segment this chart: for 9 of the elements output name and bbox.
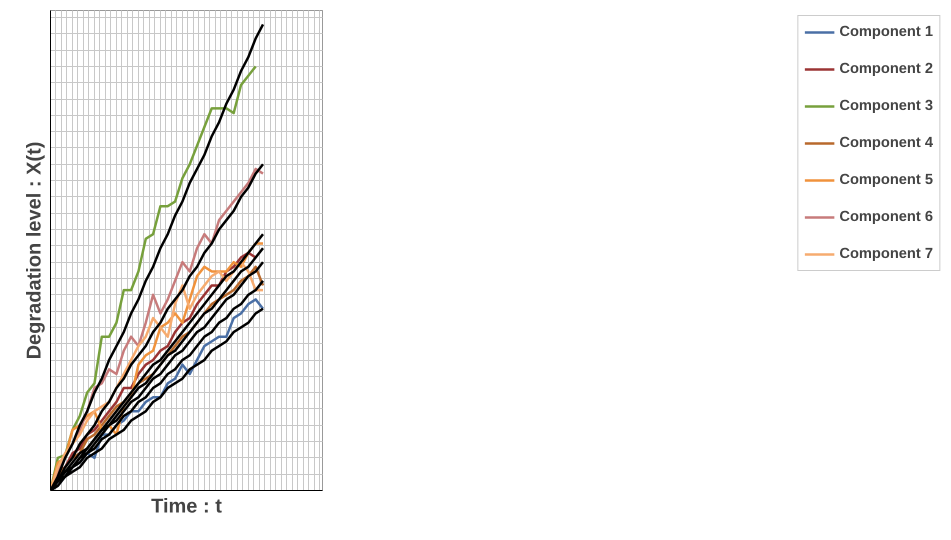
legend-label: Component 2 [839, 61, 933, 77]
legend-label: Component 4 [839, 135, 933, 151]
legend-label: Component 7 [839, 246, 933, 262]
legend-label: Component 6 [839, 209, 933, 225]
legend-label: Component 3 [839, 98, 933, 114]
x-axis-title: Time : t [151, 496, 222, 518]
legend-label: Component 5 [839, 172, 933, 188]
y-axis-title: Degradation level : X(t) [24, 142, 46, 360]
legend-label: Component 1 [839, 24, 933, 40]
